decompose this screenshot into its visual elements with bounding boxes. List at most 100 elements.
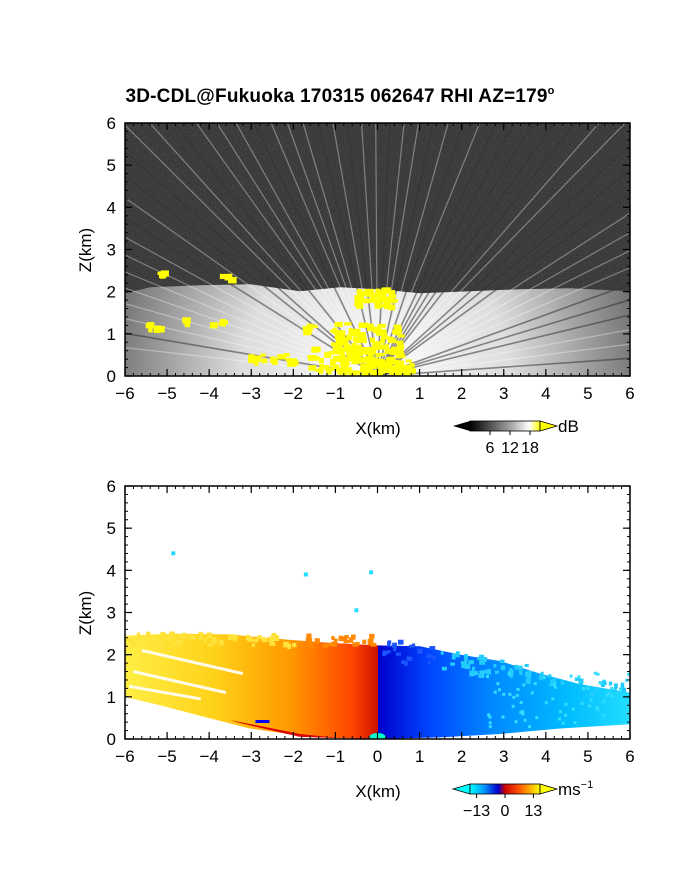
saturated-pixel <box>354 357 363 362</box>
edge-speck <box>403 661 408 666</box>
saturated-pixel <box>358 292 365 299</box>
x-tick-label: −4 <box>199 384 218 403</box>
saturated-pixel <box>368 348 375 355</box>
saturated-pixel <box>362 346 368 351</box>
saturated-pixel <box>350 349 356 355</box>
saturated-pixel <box>356 303 364 309</box>
saturated-pixel <box>357 345 362 349</box>
scatter-speck <box>561 721 565 725</box>
scatter-speck <box>557 717 561 721</box>
saturated-pixel <box>336 338 342 345</box>
scatter-speck <box>554 685 558 689</box>
scatter-speck <box>577 675 581 679</box>
edge-speck <box>251 643 255 647</box>
saturated-pixel <box>370 364 377 369</box>
scatter-speck <box>625 678 629 682</box>
saturated-pixel <box>360 357 368 363</box>
edge-speck <box>451 653 456 660</box>
saturated-pixel <box>372 342 381 349</box>
saturated-pixel <box>354 294 363 301</box>
intensity-image <box>125 123 630 376</box>
page-title: 3D-CDL@Fukuoka 170315 062647 RHI AZ=179o <box>0 85 680 108</box>
saturated-pixel <box>344 344 351 348</box>
edge-speck <box>432 655 436 661</box>
edge-speck <box>479 670 485 675</box>
saturated-pixel <box>338 369 348 376</box>
edge-speck <box>478 673 485 678</box>
beam-ray <box>376 123 449 376</box>
edge-speck <box>409 644 415 648</box>
saturated-pixel <box>356 289 363 293</box>
saturated-pixel <box>332 346 341 351</box>
saturated-pixel <box>332 327 338 334</box>
x-tick-label: 6 <box>625 384 634 403</box>
x-tick-label: 3 <box>499 384 508 403</box>
edge-speck <box>629 693 630 698</box>
saturated-pixel <box>353 359 360 364</box>
colorbar-tick-label: −13 <box>463 803 490 820</box>
saturated-pixel <box>254 359 259 366</box>
scatter-speck <box>582 687 586 691</box>
saturated-pixel <box>248 354 255 358</box>
beam-ray <box>125 332 378 376</box>
edge-speck <box>181 633 187 638</box>
x-tick-label: 1 <box>415 384 424 403</box>
saturated-pixel <box>399 364 407 369</box>
beam-ray <box>377 249 630 376</box>
edge-speck <box>429 646 436 650</box>
y-tick-label: 5 <box>107 156 116 175</box>
saturated-pixel <box>393 324 402 332</box>
edge-speck <box>343 639 350 644</box>
edge-speck <box>273 637 280 642</box>
edge-speck <box>369 633 375 639</box>
saturated-pixel <box>209 322 218 329</box>
x-tick-label: 5 <box>583 384 592 403</box>
edge-speck <box>382 650 386 657</box>
x-tick-label: 0 <box>373 747 382 766</box>
edge-speck <box>473 670 479 676</box>
beam-ray <box>125 124 378 376</box>
edge-speck <box>450 662 455 666</box>
cb2-arrow-left <box>451 783 471 795</box>
saturated-pixel <box>366 299 372 303</box>
saturated-pixel <box>355 349 365 354</box>
saturated-pixel <box>284 353 290 357</box>
saturated-pixel <box>329 350 336 355</box>
beam-ray <box>195 123 378 376</box>
x-tick-label: 4 <box>541 747 550 766</box>
edge-speck <box>397 639 404 645</box>
edge-speck <box>525 671 529 677</box>
y-tick-label: 6 <box>107 477 116 496</box>
edge-speck <box>367 638 374 644</box>
x-tick-label: 1 <box>415 747 424 766</box>
gap-streak <box>128 684 202 701</box>
saturated-pixel <box>378 303 387 308</box>
saturated-pixel <box>405 370 411 374</box>
saturated-pixel <box>403 364 412 371</box>
saturated-pixel <box>365 361 373 367</box>
edge-speck <box>500 665 506 671</box>
saturated-pixel <box>398 369 404 375</box>
edge-speck <box>602 681 607 686</box>
saturated-pixel <box>334 355 344 362</box>
saturated-pixel <box>389 371 396 376</box>
x-tick-label: 4 <box>541 384 550 403</box>
saturated-pixel <box>352 336 357 341</box>
y-tick-label: 3 <box>107 604 116 623</box>
edge-speck <box>367 641 372 646</box>
saturated-pixel <box>340 364 349 372</box>
edge-speck <box>283 641 289 648</box>
edge-speck <box>269 641 276 646</box>
edge-speck <box>190 635 196 640</box>
saturated-pixel <box>380 365 389 373</box>
saturated-pixel <box>357 291 366 296</box>
saturated-pixel <box>341 356 349 361</box>
edge-speck <box>287 643 292 650</box>
beam-ray <box>286 123 379 376</box>
scatter-speck <box>588 704 592 708</box>
edge-speck <box>392 642 398 649</box>
scatter-speck <box>542 676 546 680</box>
saturated-pixel <box>375 290 382 297</box>
x-tick-label: −5 <box>157 384 176 403</box>
